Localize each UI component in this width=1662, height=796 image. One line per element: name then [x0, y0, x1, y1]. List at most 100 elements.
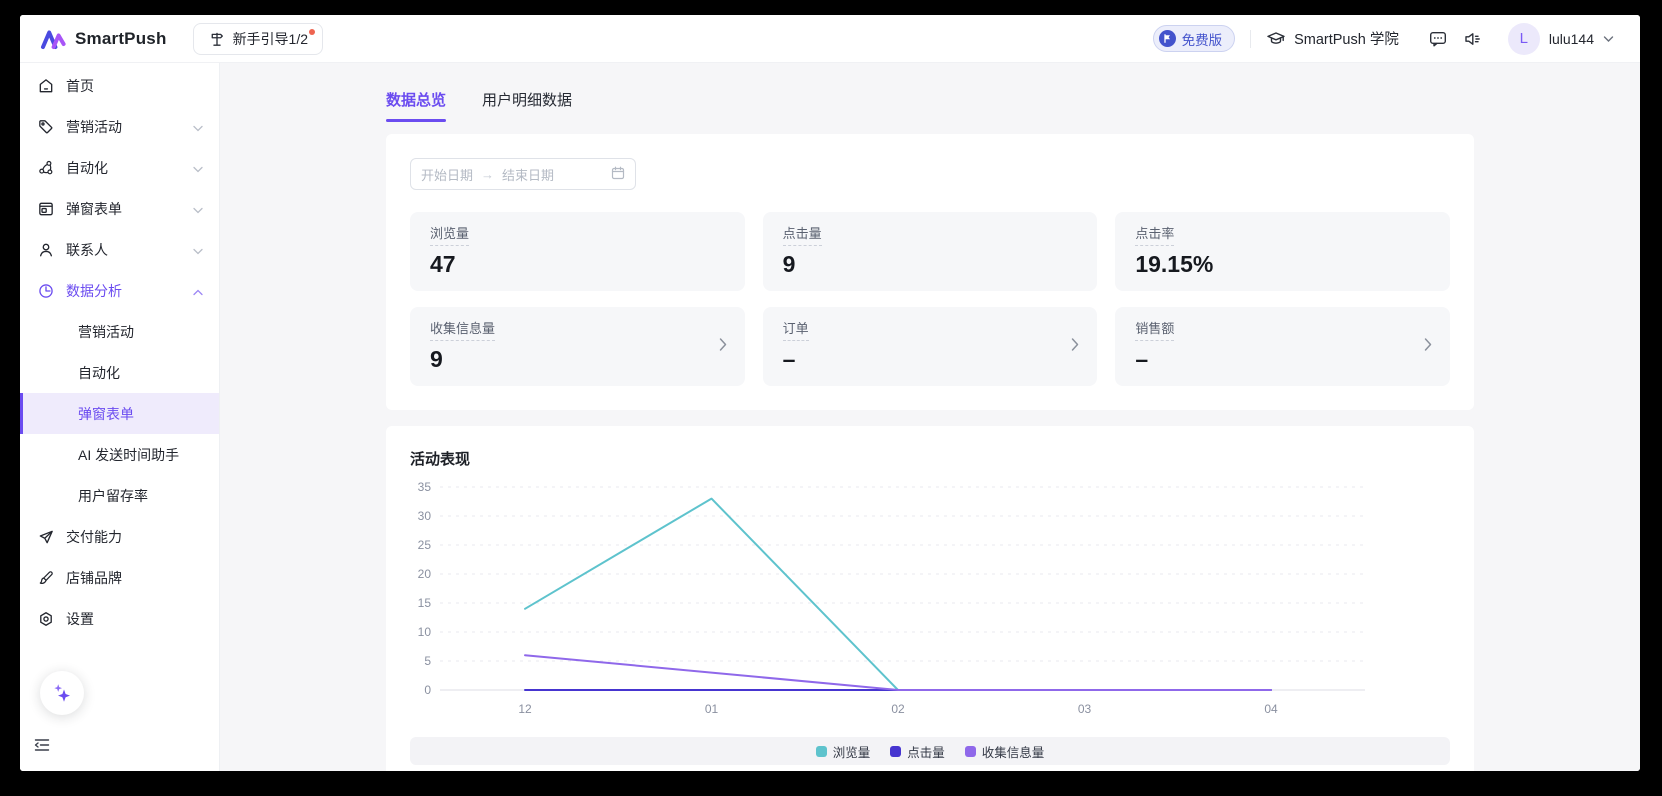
academy-label: SmartPush 学院	[1294, 32, 1399, 48]
tab-label: 数据总览	[386, 92, 447, 109]
sidebar-item-label: 联系人	[66, 241, 108, 258]
main-content: 数据总览 用户明细数据 开始日期 → 结束日期	[220, 63, 1640, 771]
sidebar-subitem-automation-analytics[interactable]: 自动化	[20, 352, 219, 393]
sidebar-item-deliverability[interactable]: 交付能力	[20, 516, 219, 557]
notification-dot	[309, 28, 316, 35]
avatar-letter: L	[1519, 30, 1529, 47]
y-tick-label: 35	[418, 480, 432, 494]
sidebar-item-settings[interactable]: 设置	[20, 598, 219, 639]
chevron-right-icon[interactable]	[719, 337, 727, 356]
sidebar-subitem-label: 用户留存率	[78, 487, 148, 504]
app-window: SmartPush 新手引导1/2 免费版	[20, 15, 1640, 771]
x-tick-label: 12	[518, 702, 532, 716]
plan-badge[interactable]: 免费版	[1152, 25, 1236, 52]
stat-label: 收集信息量	[430, 318, 496, 341]
start-date-placeholder: 开始日期	[421, 167, 474, 183]
paper-plane-icon	[37, 528, 55, 546]
legend-label: 收集信息量	[981, 745, 1045, 760]
sidebar-subitem-campaign-analytics[interactable]: 营销活动	[20, 311, 219, 352]
legend-swatch-icon	[890, 745, 902, 757]
legend-item[interactable]: 浏览量	[815, 742, 870, 761]
legend-swatch-icon	[815, 745, 827, 757]
performance-chart-svg: 0 5 10 15 20 25 30 35 12 01 02 03 04	[418, 480, 1365, 716]
chart-title: 活动表现	[410, 451, 471, 468]
end-date-placeholder: 结束日期	[502, 167, 555, 183]
signpost-icon	[208, 30, 226, 48]
sidebar-subitem-ai-send-time[interactable]: AI 发送时间助手	[20, 434, 219, 475]
gear-icon	[37, 610, 55, 628]
home-icon	[37, 77, 55, 95]
onboarding-guide-button[interactable]: 新手引导1/2	[192, 22, 324, 55]
sidebar-item-label: 首页	[66, 77, 94, 94]
plan-badge-icon	[1158, 30, 1176, 47]
tab-label: 用户明细数据	[482, 92, 573, 109]
sidebar-item-store-branding[interactable]: 店铺品牌	[20, 557, 219, 598]
sidebar-item-home[interactable]: 首页	[20, 65, 219, 106]
feedback-chat-icon[interactable]	[1428, 29, 1448, 49]
stat-value: 47	[430, 251, 456, 277]
chevron-right-icon[interactable]	[1424, 337, 1432, 356]
legend-item[interactable]: 点击量	[890, 742, 945, 761]
automation-nodes-icon	[37, 159, 55, 177]
collapse-sidebar-icon[interactable]	[32, 735, 54, 757]
stat-value: –	[782, 346, 796, 372]
x-tick-label: 02	[891, 702, 905, 716]
stats-panel: 开始日期 → 结束日期 浏览量 47	[386, 134, 1474, 410]
chevron-right-icon[interactable]	[1071, 337, 1079, 356]
stat-label: 点击量	[782, 223, 822, 246]
stat-value: 9	[430, 346, 443, 372]
topbar: SmartPush 新手引导1/2 免费版	[20, 15, 1640, 63]
user-name: lulu144	[1548, 30, 1594, 47]
stat-card-sales[interactable]: 销售额 –	[1115, 307, 1450, 386]
academy-link[interactable]: SmartPush 学院	[1266, 28, 1399, 49]
sidebar-item-analytics[interactable]: 数据分析	[20, 270, 219, 311]
y-tick-label: 15	[418, 596, 432, 610]
series-line-2	[524, 654, 1272, 691]
stat-value: 19.15%	[1135, 251, 1214, 277]
sidebar-item-popup-forms[interactable]: 弹窗表单	[20, 188, 219, 229]
stat-label: 销售额	[1135, 318, 1175, 341]
brand-logo[interactable]: SmartPush	[40, 28, 167, 50]
user-menu[interactable]: L lulu144	[1507, 22, 1614, 55]
app-body: 首页 营销活动	[20, 63, 1640, 771]
sidebar-item-automation[interactable]: 自动化	[20, 147, 219, 188]
stat-label: 点击率	[1135, 223, 1175, 246]
legend-swatch-icon	[964, 745, 976, 757]
stat-value: 9	[782, 251, 796, 277]
y-tick-label: 0	[424, 683, 431, 697]
calendar-icon	[611, 166, 625, 183]
announcement-speaker-icon[interactable]	[1463, 29, 1483, 49]
legend-label: 点击量	[907, 745, 945, 760]
avatar: L	[1507, 22, 1540, 55]
stat-card-clicks: 点击量 9	[762, 212, 1098, 291]
arrow-right-icon: →	[481, 166, 495, 182]
legend-item[interactable]: 收集信息量	[964, 742, 1045, 761]
sidebar-item-contacts[interactable]: 联系人	[20, 229, 219, 270]
y-tick-label: 5	[424, 654, 431, 668]
y-tick-label: 20	[418, 567, 432, 581]
paint-brush-icon	[37, 569, 55, 587]
x-tick-label: 01	[705, 702, 719, 716]
chevron-down-icon	[193, 201, 203, 217]
ai-assistant-button[interactable]	[40, 671, 84, 715]
performance-chart: 0 5 10 15 20 25 30 35 12 01 02 03 04	[410, 475, 1450, 725]
sidebar-subitem-user-retention[interactable]: 用户留存率	[20, 475, 219, 516]
tab-user-detail-data[interactable]: 用户明细数据	[482, 89, 572, 122]
sparkles-icon	[50, 681, 74, 705]
sidebar-subitem-popup-forms-analytics[interactable]: 弹窗表单	[20, 393, 219, 434]
stat-card-orders[interactable]: 订单 –	[762, 307, 1098, 386]
stat-card-collected-info[interactable]: 收集信息量 9	[410, 307, 745, 386]
chevron-down-icon	[1603, 30, 1614, 48]
plan-badge-label: 免费版	[1181, 32, 1223, 48]
chevron-up-icon	[193, 283, 203, 299]
tab-data-overview[interactable]: 数据总览	[386, 89, 447, 122]
y-tick-label: 10	[418, 625, 432, 639]
x-tick-label: 03	[1078, 702, 1092, 716]
topbar-divider	[1250, 29, 1252, 48]
topbar-right: 免费版 SmartPush 学院	[1152, 22, 1614, 55]
sidebar-item-label: 交付能力	[66, 528, 122, 545]
x-tick-label: 04	[1264, 702, 1278, 716]
date-range-picker[interactable]: 开始日期 → 结束日期	[410, 158, 636, 190]
sidebar-item-campaigns[interactable]: 营销活动	[20, 106, 219, 147]
tag-icon	[37, 118, 55, 136]
